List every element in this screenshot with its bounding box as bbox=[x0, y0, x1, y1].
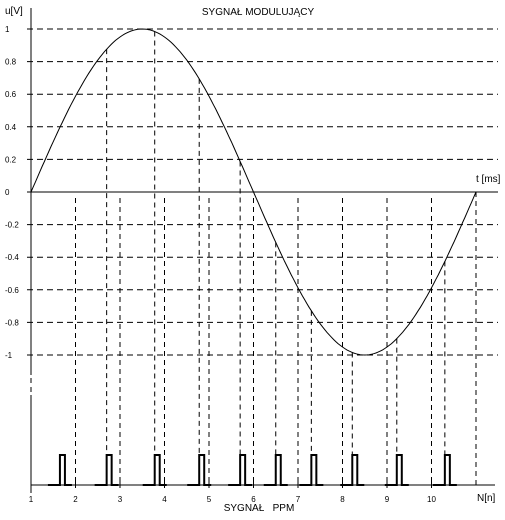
axes bbox=[27, 8, 498, 493]
ppm-pulse bbox=[47, 454, 72, 486]
x-tick-label: 9 bbox=[385, 495, 390, 504]
x-tick-label: 1 bbox=[29, 495, 34, 504]
x-axis-label: t [ms] bbox=[476, 174, 501, 185]
x-tick-label: 10 bbox=[427, 495, 436, 504]
ppm-x-axis-label: N[n] bbox=[477, 493, 496, 504]
ppm-pulse bbox=[299, 454, 324, 486]
ppm-pulses bbox=[47, 454, 457, 486]
x-tick-label: 5 bbox=[207, 495, 212, 504]
x-tick-labels: 1 2 3 4 5 6 7 8 9 10 bbox=[29, 495, 437, 504]
ppm-pulse bbox=[432, 454, 457, 486]
y-tick-label: 0.6 bbox=[5, 90, 17, 99]
sine-line bbox=[30, 28, 477, 356]
chart-title: SYGNAŁ MODULUJĄCY bbox=[202, 7, 315, 18]
y-axis-label: u[V] bbox=[5, 6, 23, 17]
x-tick-label: 3 bbox=[118, 495, 123, 504]
y-tick-label: 1 bbox=[5, 25, 10, 34]
y-tick-label: -0.6 bbox=[5, 286, 19, 295]
x-tick-label: 7 bbox=[296, 495, 301, 504]
ppm-pulse bbox=[94, 454, 119, 486]
ppm-title: SYGNAŁ PPM bbox=[224, 503, 295, 514]
y-tick-label: 0 bbox=[5, 188, 10, 197]
y-tick-label: 0.8 bbox=[5, 58, 17, 67]
x-tick-label: 4 bbox=[162, 495, 167, 504]
y-tick-label: -0.4 bbox=[5, 253, 19, 262]
y-tick-label: -0.8 bbox=[5, 318, 19, 327]
x-tick-label: 6 bbox=[251, 495, 256, 504]
modulating-signal-curve bbox=[30, 28, 477, 356]
ppm-pulse bbox=[263, 454, 288, 486]
y-tick-label: 0.2 bbox=[5, 155, 17, 164]
ppm-pulse bbox=[142, 454, 167, 486]
y-tick-label: -1 bbox=[5, 351, 13, 360]
grid-lines bbox=[27, 28, 498, 485]
y-tick-label: 0.4 bbox=[5, 123, 17, 132]
ppm-pulse bbox=[340, 454, 365, 486]
y-tick-label: -0.2 bbox=[5, 221, 19, 230]
ppm-pulse bbox=[384, 454, 409, 486]
x-tick-label: 8 bbox=[340, 495, 345, 504]
x-tick-label: 2 bbox=[73, 495, 78, 504]
ppm-pulse bbox=[228, 454, 253, 486]
y-tick-labels: 1 0.8 0.6 0.4 0.2 0 -0.2 -0.4 -0.6 -0.8 -1 bbox=[5, 25, 19, 360]
ppm-pulse bbox=[187, 454, 212, 486]
